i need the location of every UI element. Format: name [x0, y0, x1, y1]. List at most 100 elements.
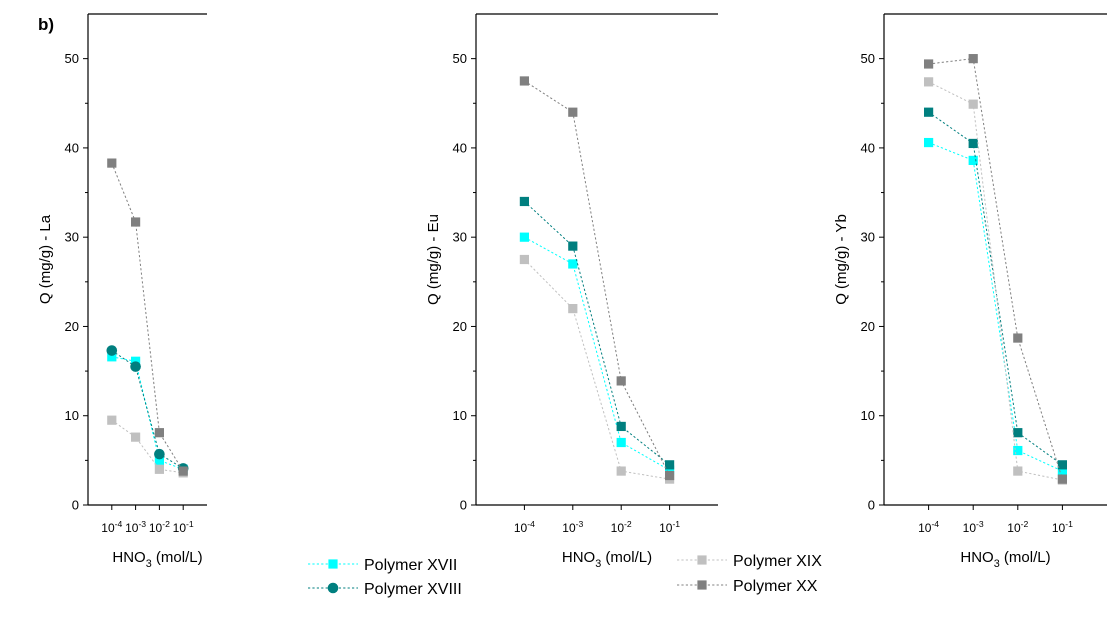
- data-point-polymer-xx: [107, 158, 117, 168]
- data-point-polymer-xix: [131, 432, 141, 442]
- data-point-polymer-xviii: [1013, 428, 1023, 438]
- legend-marker: [697, 555, 707, 565]
- data-point-polymer-xviii: [616, 421, 626, 432]
- data-point-polymer-xviii: [106, 345, 118, 356]
- data-point-polymer-xviii: [568, 241, 578, 251]
- series-polymer-xviii: [924, 107, 1067, 470]
- data-point-polymer-xvii: [1013, 445, 1023, 456]
- series-line-polymer-xviii: [524, 201, 670, 466]
- x-tick-label: 10-2: [611, 519, 632, 535]
- legend-item-polymer-xx: Polymer XX: [677, 578, 818, 595]
- data-point-polymer-xx: [519, 76, 529, 86]
- x-tick-label: 10-4: [101, 519, 122, 535]
- legend-marker: [327, 582, 339, 594]
- series-line-polymer-xviii: [111, 350, 184, 469]
- legend-item-polymer-xix: Polymer XIX: [677, 553, 822, 570]
- data-point-polymer-xvii: [568, 259, 578, 269]
- y-tick-label: 0: [460, 498, 467, 513]
- series-line-polymer-xx: [524, 80, 671, 476]
- y-tick-label: 0: [72, 498, 79, 513]
- data-point-polymer-xx: [131, 217, 141, 227]
- data-point-polymer-xix: [924, 77, 934, 87]
- x-tick-label: 10-3: [125, 519, 146, 535]
- y-tick-label: 20: [861, 319, 875, 334]
- y-tick-label: 10: [65, 408, 79, 423]
- series-line-polymer-xviii: [928, 111, 1063, 466]
- data-point-polymer-xx: [178, 466, 188, 476]
- data-point-polymer-xix: [519, 254, 529, 265]
- data-point-polymer-xx: [968, 54, 978, 64]
- data-point-polymer-xvii: [665, 465, 675, 475]
- y-tick-label: 30: [65, 230, 79, 245]
- series-line-polymer-xvii: [928, 142, 1063, 472]
- series-polymer-xix: [519, 254, 675, 484]
- y-tick-label: 20: [453, 319, 467, 334]
- legend-label: Polymer XIX: [733, 553, 822, 570]
- data-point-polymer-xvii: [616, 437, 626, 448]
- data-point-polymer-xx: [616, 376, 626, 386]
- x-tick-label: 10-4: [514, 519, 535, 535]
- data-point-polymer-xvii: [924, 137, 934, 148]
- y-tick-label: 30: [453, 230, 467, 245]
- series-polymer-xx: [519, 76, 675, 481]
- series-polymer-xvii: [519, 232, 675, 475]
- series-polymer-xx: [924, 54, 1067, 484]
- series-polymer-xvii: [107, 352, 188, 474]
- x-axis-label: HNO3 (mol/L): [562, 549, 652, 570]
- data-point-polymer-xvii: [968, 155, 978, 166]
- data-point-polymer-xix: [968, 99, 978, 109]
- data-point-polymer-xx: [1057, 474, 1067, 484]
- x-tick-label: 10-1: [173, 519, 194, 535]
- data-point-polymer-xviii: [665, 460, 675, 470]
- chart-panel-1: 0 10 20 30 40 50 10-4 10-3 10-2 10-1 Q (mg/g) - La…: [37, 13, 207, 570]
- x-tick-label: 10-3: [562, 519, 583, 535]
- x-axis-label: HNO3 (mol/L): [960, 549, 1050, 570]
- data-point-polymer-xvii: [107, 352, 117, 362]
- series-polymer-xviii: [106, 345, 189, 474]
- x-tick-label: 10-2: [1007, 519, 1028, 535]
- legend: Polymer XVII Polymer XVIII Polymer XIX Poly…: [308, 553, 822, 598]
- chart-panel-3: 0 10 20 30 40 50 10-4 10-3 10-2 10-1 Q (mg/g) - Yb…: [833, 13, 1107, 570]
- y-axis-label: Q (mg/g) - Yb: [833, 214, 850, 305]
- data-point-polymer-xviii: [130, 361, 141, 372]
- y-tick-label: 40: [861, 140, 875, 155]
- series-line-polymer-xix: [111, 419, 184, 474]
- data-point-polymer-xx: [1013, 333, 1023, 343]
- legend-marker: [328, 559, 338, 569]
- data-point-polymer-xviii: [154, 448, 165, 460]
- y-tick-label: 50: [453, 51, 467, 66]
- y-tick-label: 40: [453, 140, 467, 155]
- y-tick-label: 10: [453, 408, 467, 423]
- legend-label: Polymer XVIII: [364, 581, 462, 598]
- data-point-polymer-xx: [568, 107, 578, 117]
- data-point-polymer-xvii: [154, 455, 164, 465]
- y-tick-label: 20: [65, 319, 79, 334]
- series-polymer-xx: [107, 158, 188, 476]
- data-point-polymer-xvii: [131, 356, 141, 366]
- series-line-polymer-xx: [928, 58, 1063, 480]
- y-tick-label: 50: [65, 51, 79, 66]
- y-tick-label: 50: [861, 51, 875, 66]
- x-axis-label: HNO3 (mol/L): [112, 549, 202, 570]
- data-point-polymer-xix: [616, 466, 626, 476]
- data-point-polymer-xix: [568, 304, 578, 314]
- series-line-polymer-xvii: [524, 236, 670, 471]
- y-axis-label: Q (mg/g) - La: [37, 214, 54, 304]
- x-tick-label: 10-3: [963, 519, 984, 535]
- x-tick-label: 10-1: [1052, 519, 1073, 535]
- series-line-polymer-xx: [111, 162, 184, 472]
- series-polymer-xviii: [519, 196, 675, 470]
- series-line-polymer-xix: [524, 259, 670, 480]
- series-line-polymer-xix: [928, 81, 1063, 481]
- data-point-polymer-xvii: [519, 232, 529, 242]
- chart-panel-2: 0 10 20 30 40 50 10-4 10-3 10-2 10-1 Q (mg/g) - Eu…: [425, 13, 718, 570]
- data-point-polymer-xix: [154, 464, 164, 474]
- x-tick-label: 10-1: [659, 519, 680, 535]
- data-point-polymer-xx: [665, 470, 675, 481]
- data-point-polymer-xix: [1013, 466, 1023, 476]
- data-point-polymer-xx: [924, 59, 934, 69]
- data-point-polymer-xix: [107, 415, 117, 425]
- y-axis-label: Q (mg/g) - Eu: [425, 214, 442, 305]
